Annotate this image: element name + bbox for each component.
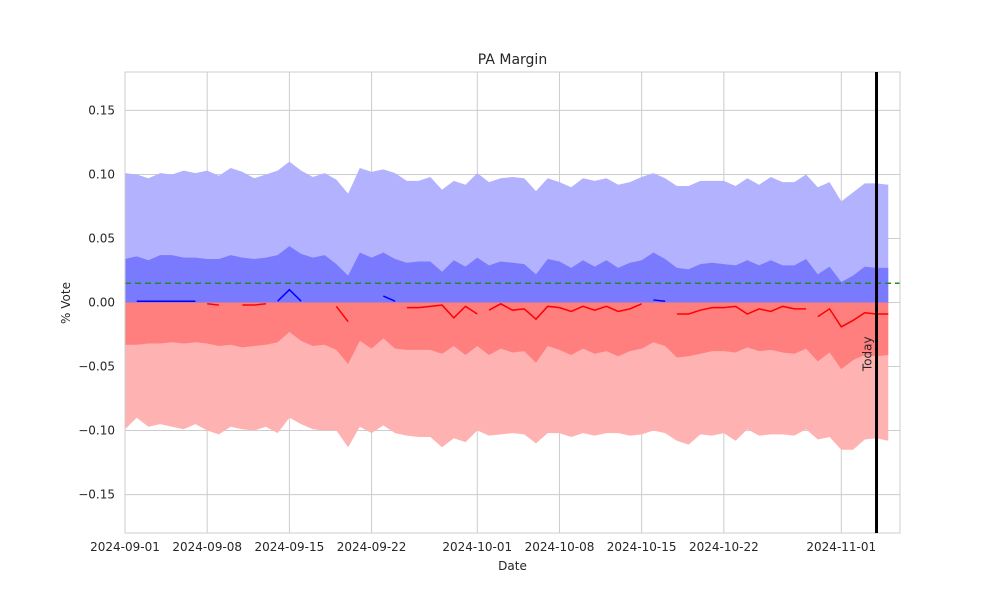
dem-inner-band <box>125 246 889 303</box>
rep-margin-line <box>488 302 642 321</box>
x-tick-label: 2024-09-15 <box>255 540 325 554</box>
x-tick-label: 2024-11-01 <box>806 540 876 554</box>
today-label: Today <box>861 336 875 372</box>
rep-margin-line <box>207 303 220 306</box>
y-tick-label: −0.05 <box>78 360 115 374</box>
today-marker: Today <box>861 72 879 533</box>
x-tick-label: 2024-10-01 <box>442 540 512 554</box>
x-tick-label: 2024-10-08 <box>525 540 595 554</box>
x-tick-label: 2024-10-22 <box>689 540 759 554</box>
y-tick-label: 0.15 <box>88 103 115 117</box>
y-tick-label: −0.15 <box>78 488 115 502</box>
x-tick-label: 2024-10-15 <box>607 540 677 554</box>
x-tick-label: 2024-09-08 <box>172 540 242 554</box>
y-tick-label: −0.10 <box>78 424 115 438</box>
y-axis-label: % Vote <box>59 282 73 324</box>
rep-inner-band <box>125 302 889 370</box>
x-tick-label: 2024-09-22 <box>337 540 407 554</box>
tick-labels: 2024-09-01 2024-09-08 2024-09-15 2024-09-22… <box>78 103 876 554</box>
plot-border <box>124 71 901 534</box>
y-tick-label: 0.10 <box>88 167 115 181</box>
dem-margin-line <box>653 299 666 302</box>
rep-margin-line <box>242 303 266 306</box>
chart-title: PA Margin <box>478 52 547 68</box>
y-tick-label: 0.00 <box>88 296 115 310</box>
x-tick-label: 2024-09-01 <box>90 540 160 554</box>
x-axis-label: Date <box>498 559 527 573</box>
confidence-bands <box>125 161 889 450</box>
dem-margin-line <box>383 295 396 302</box>
rep-margin-line <box>676 305 807 315</box>
plot-frame <box>124 71 901 534</box>
rep-margin-line <box>335 305 349 323</box>
dem-margin-line <box>277 288 302 302</box>
rep-margin-line <box>406 304 478 319</box>
y-tick-label: 0.05 <box>88 231 115 245</box>
margin-series <box>136 288 889 328</box>
